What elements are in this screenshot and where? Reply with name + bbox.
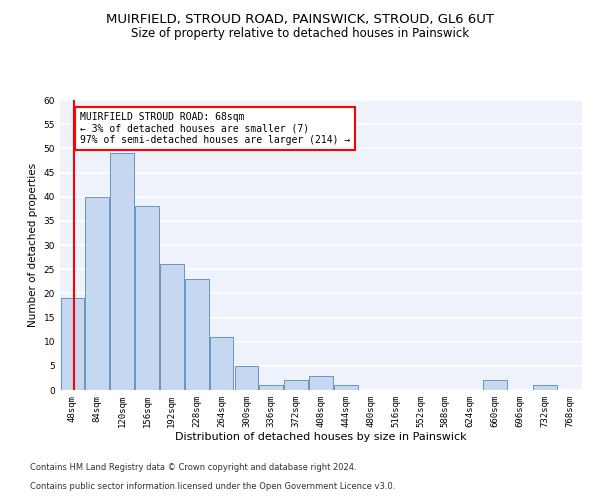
Bar <box>259 385 283 390</box>
Bar <box>483 380 507 390</box>
Bar <box>85 196 109 390</box>
Bar <box>210 337 233 390</box>
Bar <box>309 376 333 390</box>
Bar <box>334 385 358 390</box>
Bar <box>160 264 184 390</box>
Bar <box>185 279 209 390</box>
Bar <box>235 366 258 390</box>
Text: Contains HM Land Registry data © Crown copyright and database right 2024.: Contains HM Land Registry data © Crown c… <box>30 464 356 472</box>
Text: MUIRFIELD, STROUD ROAD, PAINSWICK, STROUD, GL6 6UT: MUIRFIELD, STROUD ROAD, PAINSWICK, STROU… <box>106 12 494 26</box>
Y-axis label: Number of detached properties: Number of detached properties <box>28 163 38 327</box>
Bar <box>61 298 84 390</box>
Text: Distribution of detached houses by size in Painswick: Distribution of detached houses by size … <box>175 432 467 442</box>
Text: Contains public sector information licensed under the Open Government Licence v3: Contains public sector information licen… <box>30 482 395 491</box>
Bar <box>135 206 159 390</box>
Bar <box>533 385 557 390</box>
Text: MUIRFIELD STROUD ROAD: 68sqm
← 3% of detached houses are smaller (7)
97% of semi: MUIRFIELD STROUD ROAD: 68sqm ← 3% of det… <box>80 112 350 146</box>
Bar <box>110 153 134 390</box>
Text: Size of property relative to detached houses in Painswick: Size of property relative to detached ho… <box>131 28 469 40</box>
Bar <box>284 380 308 390</box>
